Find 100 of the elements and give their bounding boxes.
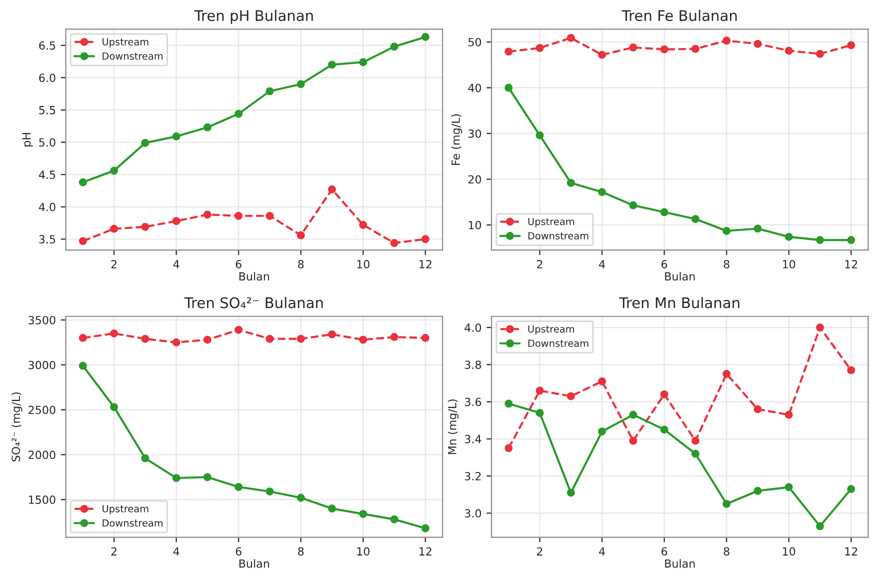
point: [784, 410, 793, 419]
point: [203, 123, 212, 132]
point: [296, 334, 305, 343]
legend-label: Upstream: [102, 38, 148, 48]
point: [296, 231, 305, 240]
y-tick-label: 3.0: [464, 509, 482, 518]
point: [359, 510, 368, 518]
point: [141, 334, 150, 343]
x-tick-label: 10: [357, 260, 370, 268]
point: [754, 405, 762, 414]
y-tick-label: 3.8: [464, 360, 482, 370]
point: [754, 224, 762, 233]
point: [536, 131, 544, 140]
point: [172, 132, 180, 140]
legend-label: Downstream: [102, 519, 163, 527]
x-tick-label: 6: [236, 260, 242, 268]
y-tick-label: 1500: [28, 496, 56, 504]
point: [660, 45, 668, 54]
point: [266, 334, 274, 343]
point: [359, 336, 368, 344]
x-tick-label: 10: [782, 260, 796, 268]
point: [266, 487, 274, 496]
point: [660, 390, 668, 398]
point: [754, 40, 762, 48]
point: [847, 41, 856, 50]
point: [421, 334, 430, 342]
point: [536, 386, 544, 395]
x-tick-label: 6: [662, 547, 668, 556]
y-tick-label: 5.5: [39, 106, 56, 114]
x-tick-label: 2: [537, 260, 542, 268]
legend-label: Upstream: [528, 325, 574, 335]
point: [722, 500, 731, 508]
x-tick-label: 4: [173, 260, 180, 268]
x-axis-title: Bulan: [239, 559, 270, 568]
x-tick-label: 8: [724, 260, 730, 268]
x-axis-title: Bulan: [665, 272, 695, 281]
point: [598, 188, 606, 196]
point: [234, 212, 243, 220]
point: [847, 485, 856, 494]
point: [328, 185, 336, 194]
point: [504, 400, 513, 408]
x-tick-label: 4: [599, 260, 605, 268]
point: [754, 486, 762, 495]
point: [722, 370, 731, 378]
point: [390, 333, 398, 342]
y-axis-title: pH: [22, 133, 33, 146]
y-tick-label: 10: [468, 220, 482, 230]
y-tick-label: 4.0: [464, 323, 482, 332]
y-tick-label: 3500: [28, 316, 56, 324]
point: [359, 58, 368, 66]
y-tick-label: 3.2: [464, 472, 481, 480]
x-tick-label: 6: [662, 260, 668, 268]
y-tick-label: 50: [468, 38, 482, 46]
point: [691, 44, 700, 53]
point: [566, 488, 575, 497]
point: [722, 36, 731, 45]
y-tick-label: 30: [468, 129, 482, 138]
point: [78, 178, 87, 186]
point: [234, 483, 243, 491]
y-tick-label: 4.0: [38, 202, 56, 212]
y-tick-label: 3.5: [39, 235, 56, 244]
x-axis-title: Bulan: [665, 559, 695, 568]
point: [266, 212, 274, 220]
point: [536, 408, 544, 417]
y-tick-label: 6.5: [39, 41, 56, 50]
x-tick-label: 12: [420, 547, 432, 556]
chart-title: Tren pH Bulanan: [194, 10, 313, 24]
point: [566, 392, 575, 400]
point: [110, 166, 118, 175]
y-tick-label: 4.5: [38, 170, 56, 179]
x-tick-label: 4: [599, 547, 605, 556]
point: [141, 454, 150, 462]
point: [504, 444, 513, 452]
point: [172, 474, 180, 482]
chart-title: Tren SO₄²⁻ Bulanan: [184, 296, 323, 308]
point: [296, 80, 305, 88]
legend-label: Downstream: [102, 52, 163, 60]
point: [203, 336, 212, 344]
point: [203, 210, 212, 219]
point: [629, 44, 638, 52]
point: [598, 427, 606, 436]
x-tick-label: 10: [357, 547, 370, 556]
y-tick-label: 5.0: [39, 138, 56, 147]
legend-label: Upstream: [528, 218, 574, 228]
x-tick-label: 12: [845, 260, 858, 268]
point: [629, 201, 638, 210]
point: [784, 232, 793, 241]
point: [816, 236, 824, 244]
legend-label: Upstream: [102, 505, 148, 514]
point: [691, 450, 700, 458]
point: [203, 473, 212, 482]
x-tick-label: 12: [420, 260, 432, 268]
legend-label: Downstream: [528, 232, 588, 240]
point: [504, 84, 513, 92]
point: [847, 366, 856, 374]
point: [566, 34, 575, 42]
x-tick-label: 2: [111, 547, 116, 556]
y-tick-label: 3.4: [464, 434, 482, 444]
x-axis-title: Bulan: [239, 272, 270, 281]
point: [110, 329, 118, 338]
